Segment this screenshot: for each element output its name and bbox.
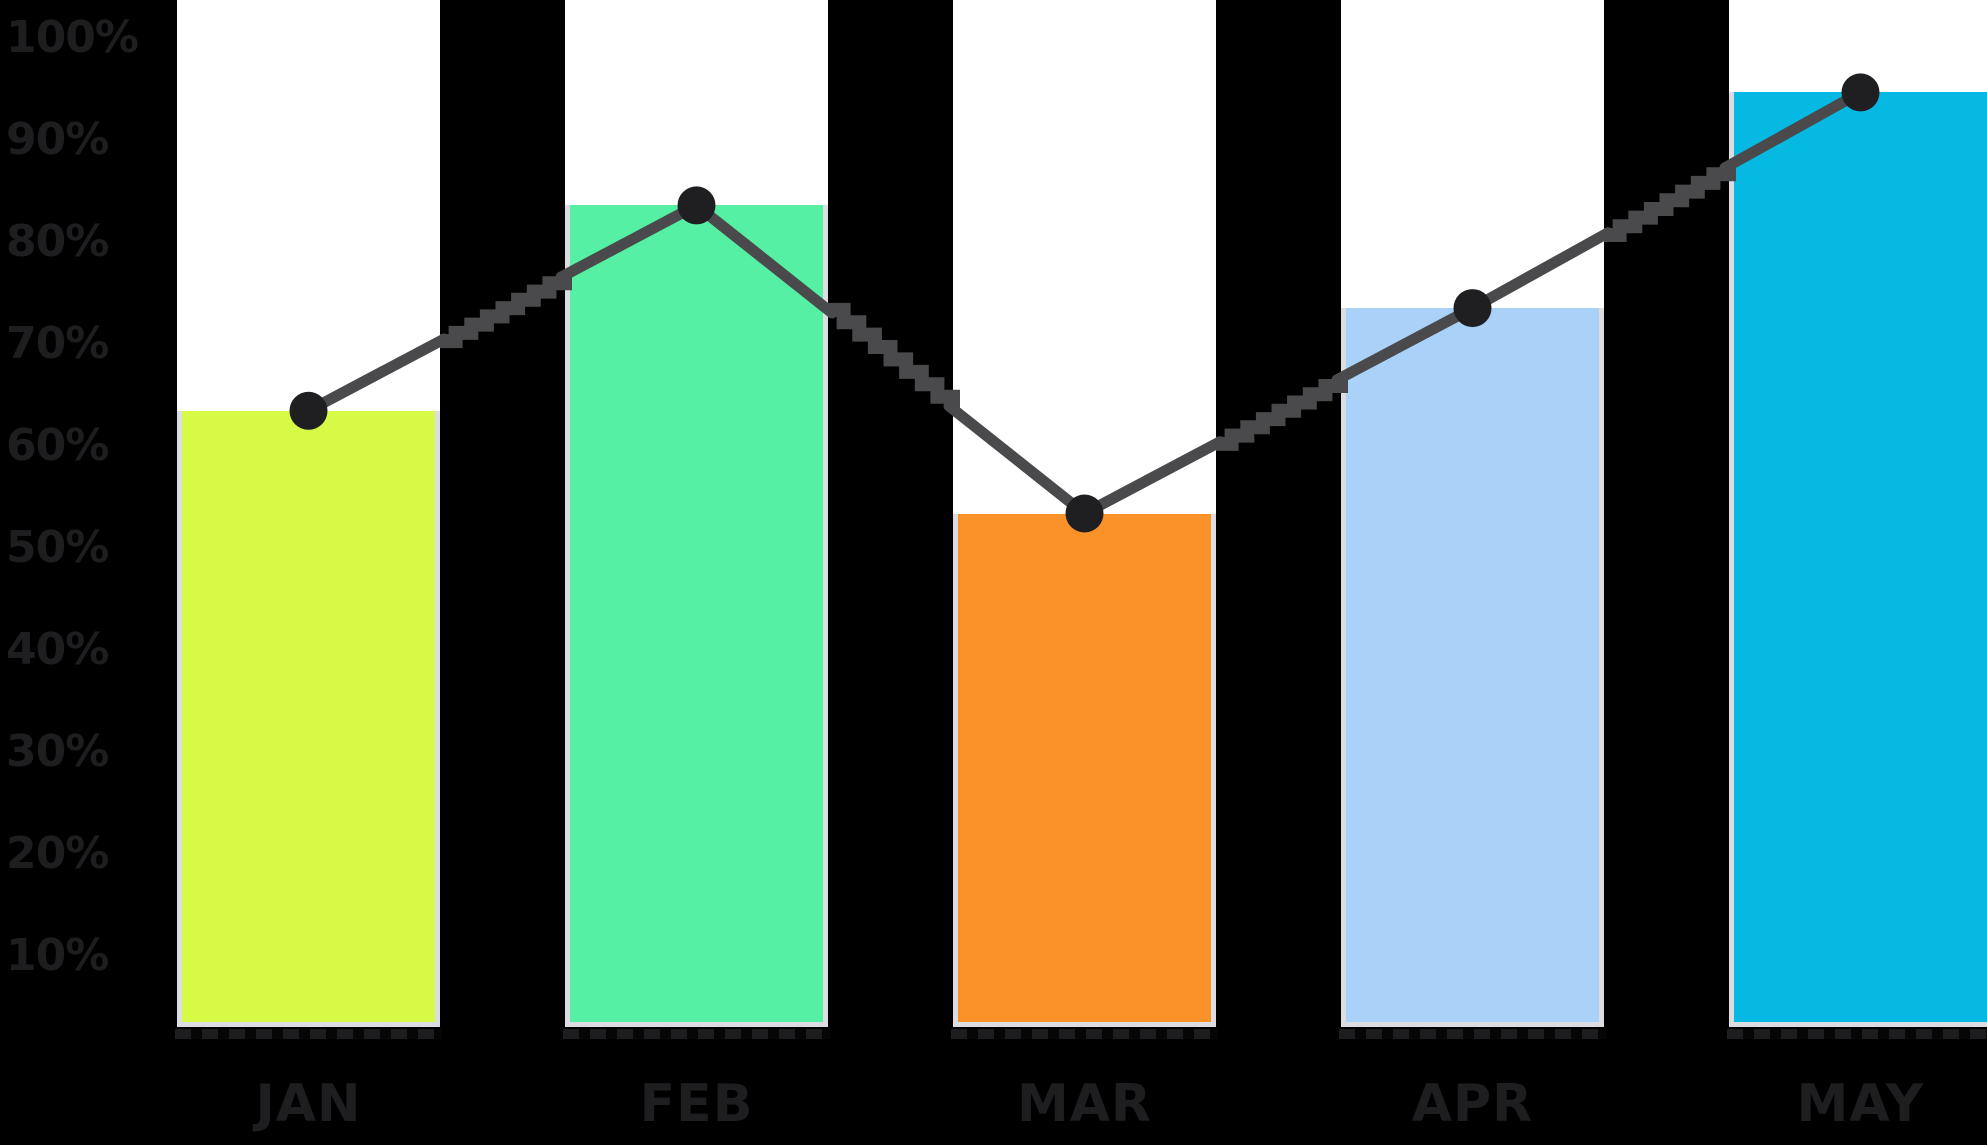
trend-point-jan — [289, 391, 328, 430]
trend-line-solid-segment — [303, 86, 1866, 519]
trend-point-may — [1841, 73, 1880, 112]
trend-point-mar — [1065, 494, 1104, 533]
trend-point-apr — [1453, 289, 1492, 328]
trend-point-feb — [677, 186, 716, 225]
trend-line-stepped-segment — [440, 165, 1736, 451]
